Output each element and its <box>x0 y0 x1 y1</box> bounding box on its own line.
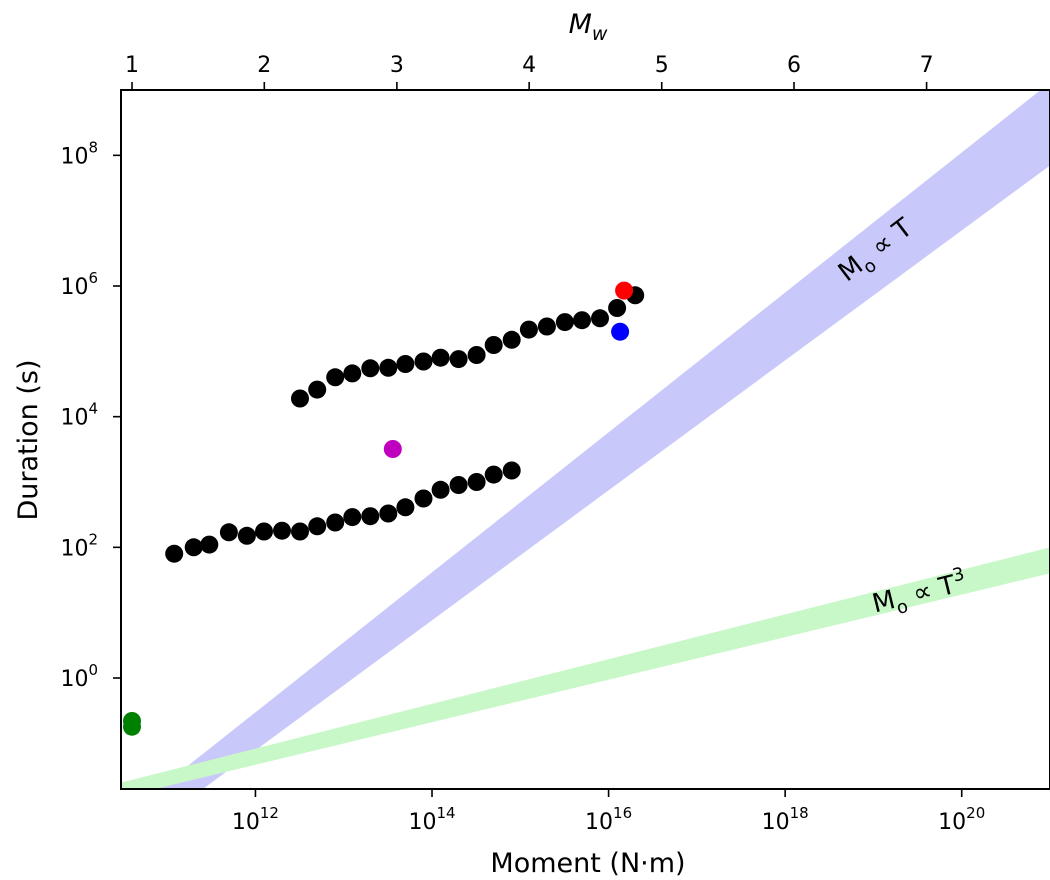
data-point <box>123 717 141 736</box>
top-tick-label: 4 <box>522 53 536 78</box>
top-tick-label: 3 <box>390 53 404 78</box>
data-point <box>361 359 380 378</box>
data-point <box>291 522 309 541</box>
data-point <box>611 322 630 341</box>
data-point <box>573 311 591 330</box>
data-point <box>502 461 521 480</box>
top-axis-title-sub: w <box>592 23 608 45</box>
y-tick-label: 108 <box>60 138 98 169</box>
top-tick-label: 7 <box>920 53 934 78</box>
data-point <box>184 538 203 557</box>
data-point <box>615 281 634 300</box>
data-point <box>449 476 468 494</box>
ticks-layer: 1012 1014 1016 1018 1020 100 102 104 106 108 1 2 3 4 5… <box>60 53 985 835</box>
scaling-band-0 <box>158 90 1050 789</box>
data-point <box>326 368 345 387</box>
top-tick-label: 1 <box>125 53 139 78</box>
data-point <box>237 526 256 545</box>
band-label-layer: Mo ∝ TMo ∝ T3 <box>833 213 970 624</box>
data-point <box>431 480 450 499</box>
top-tick-label: 2 <box>257 53 271 78</box>
y-axis-title: Duration (s) <box>13 360 44 521</box>
data-point <box>165 544 184 563</box>
data-point <box>467 346 486 364</box>
y-tick-label: 102 <box>60 530 98 561</box>
band-label-1: Mo ∝ T3 <box>868 563 970 624</box>
data-point <box>537 317 556 336</box>
data-point <box>291 389 309 408</box>
top-axis-title: Mw <box>569 9 608 45</box>
x-tick-label: 1016 <box>585 804 632 835</box>
x-tick-label: 1014 <box>408 804 455 835</box>
data-point <box>255 522 273 541</box>
data-point <box>414 352 433 371</box>
data-point <box>343 364 362 383</box>
data-point <box>431 348 450 367</box>
data-point <box>361 507 380 526</box>
data-point <box>379 504 398 523</box>
data-point <box>383 440 402 458</box>
data-point <box>343 508 362 527</box>
top-axis-title-main: M <box>569 9 592 40</box>
data-point <box>414 489 433 508</box>
data-point <box>273 521 291 540</box>
data-point <box>308 517 327 536</box>
x-axis-title: Moment (N·m) <box>490 848 685 879</box>
y-tick-label: 104 <box>60 400 98 431</box>
x-tick-label: 1018 <box>762 804 809 835</box>
points-layer <box>123 281 645 736</box>
plot-frame <box>120 89 1050 790</box>
data-point <box>519 320 538 339</box>
data-point <box>484 465 503 484</box>
x-tick-label: 1020 <box>938 804 985 835</box>
top-tick-label: 6 <box>787 53 801 78</box>
band-layer <box>121 90 1050 789</box>
data-point <box>200 535 219 554</box>
data-point <box>502 330 521 349</box>
data-point <box>326 513 345 532</box>
scaling-band-1 <box>121 547 1050 789</box>
data-point <box>449 350 468 369</box>
data-point <box>484 336 503 354</box>
data-point <box>396 355 415 373</box>
data-point <box>555 313 574 332</box>
data-point <box>219 523 238 542</box>
data-point <box>467 473 486 491</box>
top-tick-label: 5 <box>655 53 669 78</box>
y-tick-label: 100 <box>60 661 98 692</box>
y-tick-label: 106 <box>60 269 98 300</box>
data-point <box>591 309 609 328</box>
data-point <box>308 380 327 399</box>
data-point <box>379 358 398 377</box>
data-point <box>396 498 415 517</box>
x-tick-label: 1012 <box>232 804 279 835</box>
data-point <box>608 299 627 317</box>
